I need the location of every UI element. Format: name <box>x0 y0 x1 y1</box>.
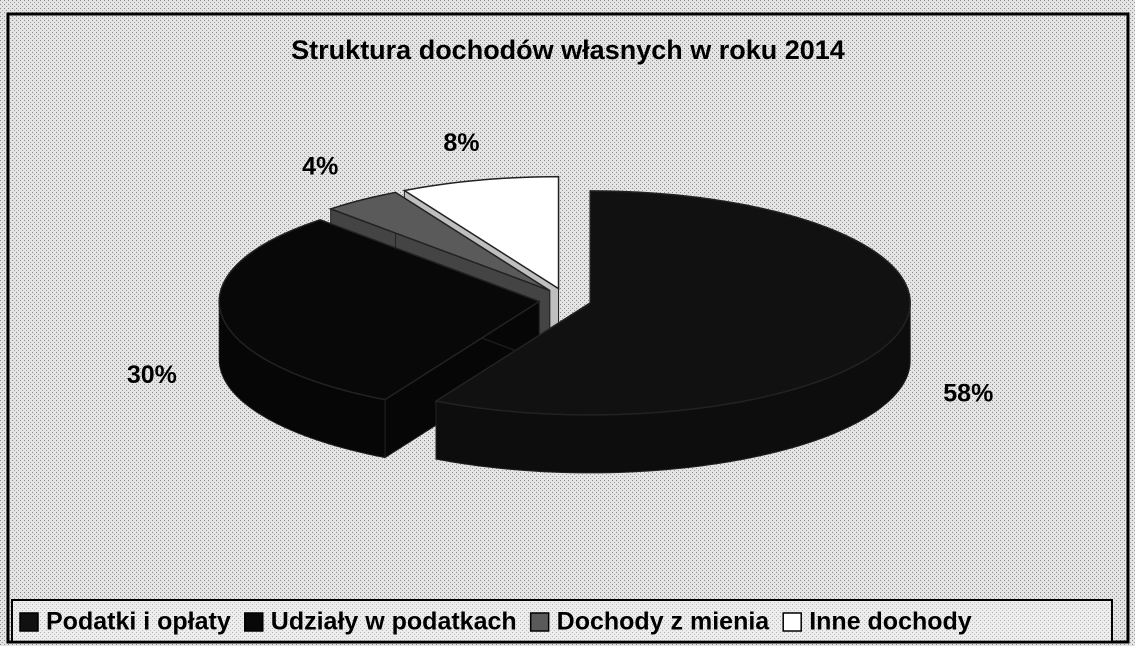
slice <box>402 175 560 291</box>
slice <box>434 190 911 416</box>
legend-label: Udziały w podatkach <box>271 608 517 636</box>
legend-label: Inne dochody <box>809 608 972 636</box>
legend-swatch <box>529 612 550 632</box>
chart-title: Struktura dochodów własnych w roku 2014 <box>291 35 845 65</box>
legend-label: Dochody z mienia <box>557 608 771 636</box>
value-label: 4% <box>302 153 338 181</box>
value-label: 58% <box>943 380 993 408</box>
slice <box>328 191 551 292</box>
value-label: 30% <box>127 361 177 389</box>
legend-swatch <box>19 612 39 632</box>
slice <box>434 190 911 474</box>
slice <box>218 219 541 459</box>
legend-label: Podatki i opłaty <box>46 608 231 636</box>
legend-swatch <box>244 612 264 632</box>
slice <box>218 219 541 401</box>
legend-box <box>11 599 1113 643</box>
value-label: 8% <box>443 129 479 157</box>
legend-swatch <box>782 612 802 632</box>
